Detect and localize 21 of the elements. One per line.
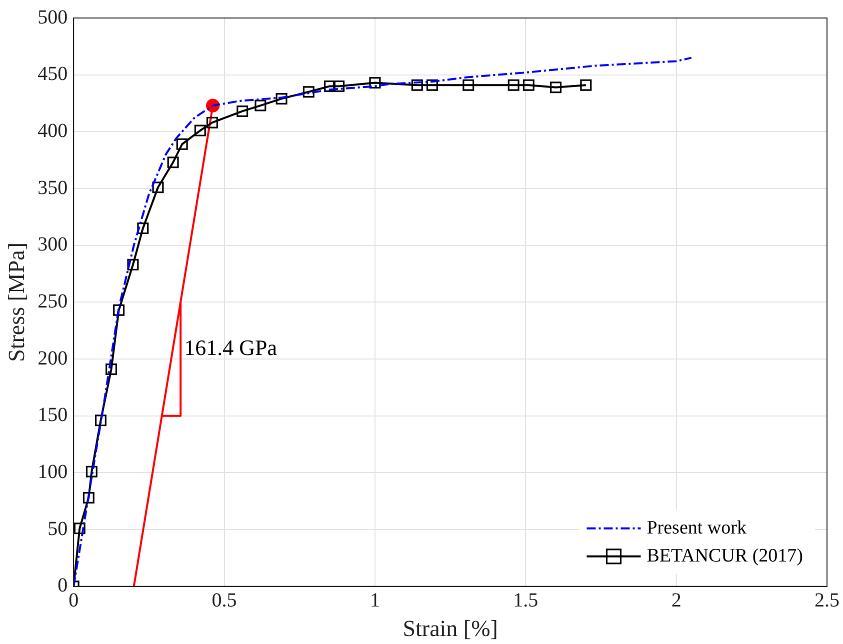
x-tick-label: 1.5 (513, 590, 538, 612)
y-tick-label: 250 (38, 290, 68, 312)
x-tick-label: 0.5 (212, 590, 237, 612)
legend-label: Present work (646, 517, 747, 538)
legend-label: BETANCUR (2017) (646, 545, 804, 566)
y-tick-label: 100 (38, 460, 68, 483)
y-tick-label: 350 (38, 176, 68, 199)
y-tick-label: 500 (38, 6, 68, 28)
x-tick-label: 1 (370, 590, 380, 612)
annotation: 161.4 GPa (184, 334, 278, 360)
y-tick-label: 400 (38, 120, 68, 142)
y-tick-label: 150 (38, 404, 68, 426)
y-tick-label: 450 (38, 63, 68, 86)
y-tick-label: 300 (38, 234, 68, 256)
y-tick-label: 50 (48, 518, 68, 540)
x-tick-label: 2 (671, 590, 682, 612)
x-axis-title: Strain [%] (402, 616, 498, 642)
y-tick-label: 200 (38, 347, 68, 370)
y-tick-label: 0 (58, 574, 68, 597)
x-tick-label: 2.5 (814, 590, 840, 612)
y-axis-title: Stress [MPa] (4, 242, 29, 362)
